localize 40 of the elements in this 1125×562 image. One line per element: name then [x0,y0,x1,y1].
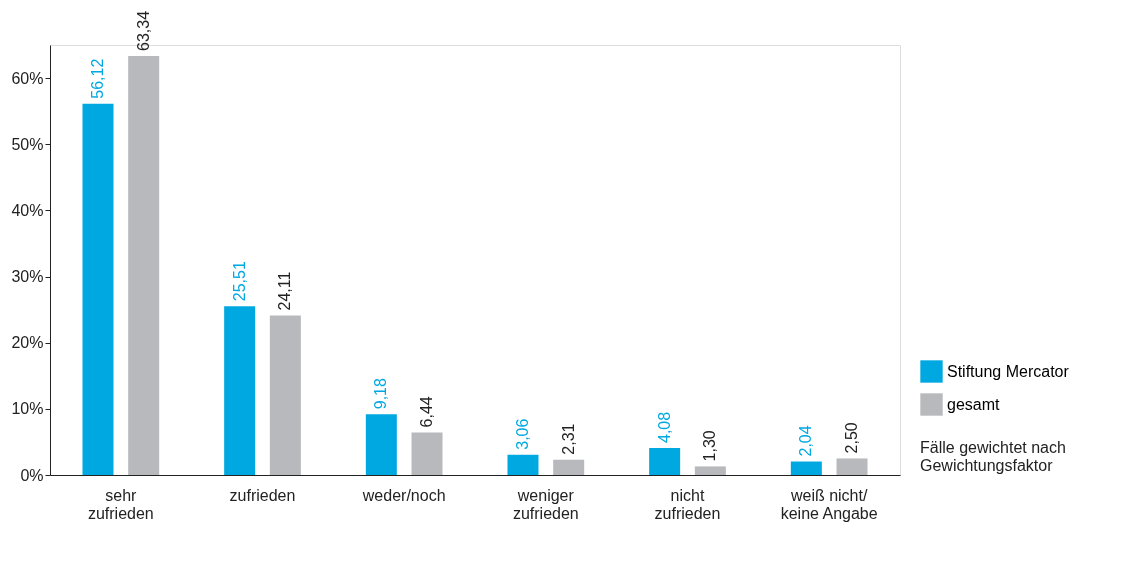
bar [649,448,681,475]
bar [507,454,539,475]
bar [269,315,301,475]
data-label: 25,51 [230,261,248,302]
bar [82,103,114,475]
legend-label: gesamt [947,395,1001,413]
x-tick-label: weniger zufrieden [512,486,579,522]
y-tick-label: 30% [11,268,44,286]
bar [790,461,822,475]
x-tick-label: weder/noch [361,486,446,504]
x-tick-label: sehr zufrieden [87,486,154,522]
y-tick-label: 10% [11,400,44,418]
y-tick-label: 60% [11,69,44,87]
text: Fälle gewichtet nach Gewichtungsfaktor [920,439,1066,474]
data-label: 63,34 [134,10,152,51]
data-label: 4,08 [655,411,673,444]
data-label: 9,18 [372,378,390,410]
y-tick-label: 40% [11,201,44,219]
data-label: 56,12 [88,58,106,99]
data-label: 1,30 [701,430,719,462]
data-label: 3,06 [513,418,531,450]
bar [224,306,256,475]
y-tick-label: 20% [11,334,44,352]
bar [694,466,726,475]
y-tick-label: 0% [20,466,44,484]
data-label: 2,31 [559,423,577,455]
y-tick-label: 50% [11,135,44,153]
data-label: 24,11 [276,271,294,311]
data-label: 6,44 [418,396,436,428]
x-tick-label: zufrieden [229,486,296,504]
legend-label: Stiftung Mercator [947,362,1070,380]
bar [836,458,868,475]
data-label: 2,04 [797,425,815,457]
bar [128,55,160,475]
x-tick-label: nicht zufrieden [654,486,721,522]
data-label: 2,50 [843,422,861,454]
bar [365,414,397,475]
x-tick-label: weiß nicht/ keine Angabe [780,486,878,522]
bar [553,459,585,475]
bar [411,432,443,475]
